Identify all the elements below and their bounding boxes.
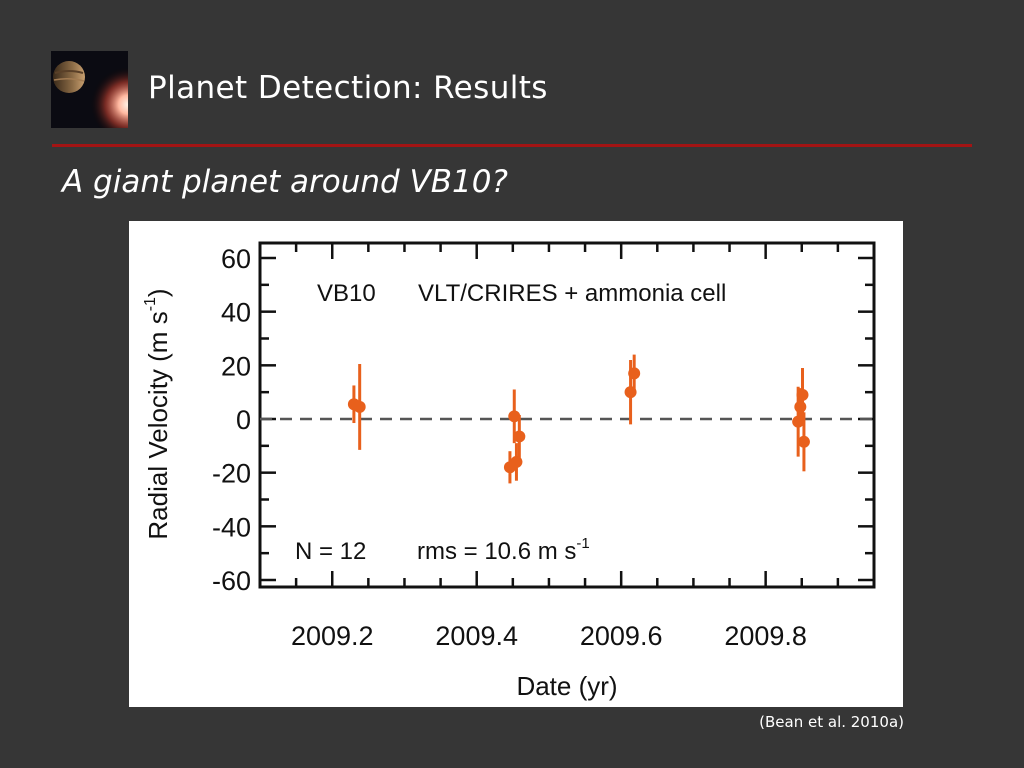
y-tick-label: -60 xyxy=(212,566,251,596)
data-point xyxy=(796,388,809,401)
x-tick-label: 2009.6 xyxy=(580,621,663,651)
chart-stats-rms-group: rms = 10.6 m s-1 xyxy=(417,535,590,565)
y-tick-label: 0 xyxy=(236,405,251,435)
planet-star-thumbnail-icon xyxy=(51,51,128,128)
source-citation: (Bean et al. 2010a) xyxy=(759,713,904,731)
y-axis-label: Radial Velocity (m s-1) xyxy=(142,288,173,539)
y-tick-label: -40 xyxy=(212,512,251,542)
data-point xyxy=(794,400,807,413)
y-axis-label-close: ) xyxy=(143,288,173,297)
radial-velocity-chart: 60 40 20 0 -20 -40 -60 2009.2 2009.4 2009.6 2009.… xyxy=(129,221,903,707)
chart-stats-rms-exponent: -1 xyxy=(576,535,589,552)
slide-title: Planet Detection: Results xyxy=(148,70,548,106)
x-tick-label: 2009.4 xyxy=(435,621,518,651)
data-point xyxy=(628,367,641,380)
chart-stats-rms: rms = 10.6 m s xyxy=(417,538,576,565)
x-tick-label: 2009.2 xyxy=(291,621,374,651)
data-point xyxy=(353,400,366,413)
chart-annotation-instrument: VLT/CRIRES + ammonia cell xyxy=(418,280,726,307)
data-point xyxy=(510,455,523,468)
plot-frame xyxy=(258,241,876,589)
x-tick-label: 2009.8 xyxy=(724,621,807,651)
y-axis-label-text: Radial Velocity (m s xyxy=(143,311,173,539)
y-tick-label: 40 xyxy=(221,298,251,328)
y-tick-label: 20 xyxy=(221,351,251,381)
x-axis-label: Date (yr) xyxy=(516,671,617,701)
chart-stats-n: N = 12 xyxy=(295,538,366,565)
data-point xyxy=(508,410,521,423)
slide-subtitle: A giant planet around VB10? xyxy=(62,164,508,200)
data-point xyxy=(797,435,810,448)
chart-annotation-target: VB10 xyxy=(317,280,376,307)
y-axis-label-exponent: -1 xyxy=(142,297,159,311)
y-tick-label: 60 xyxy=(221,244,251,274)
y-tick-label: -20 xyxy=(212,459,251,489)
title-divider xyxy=(52,144,972,147)
data-point xyxy=(513,430,526,443)
